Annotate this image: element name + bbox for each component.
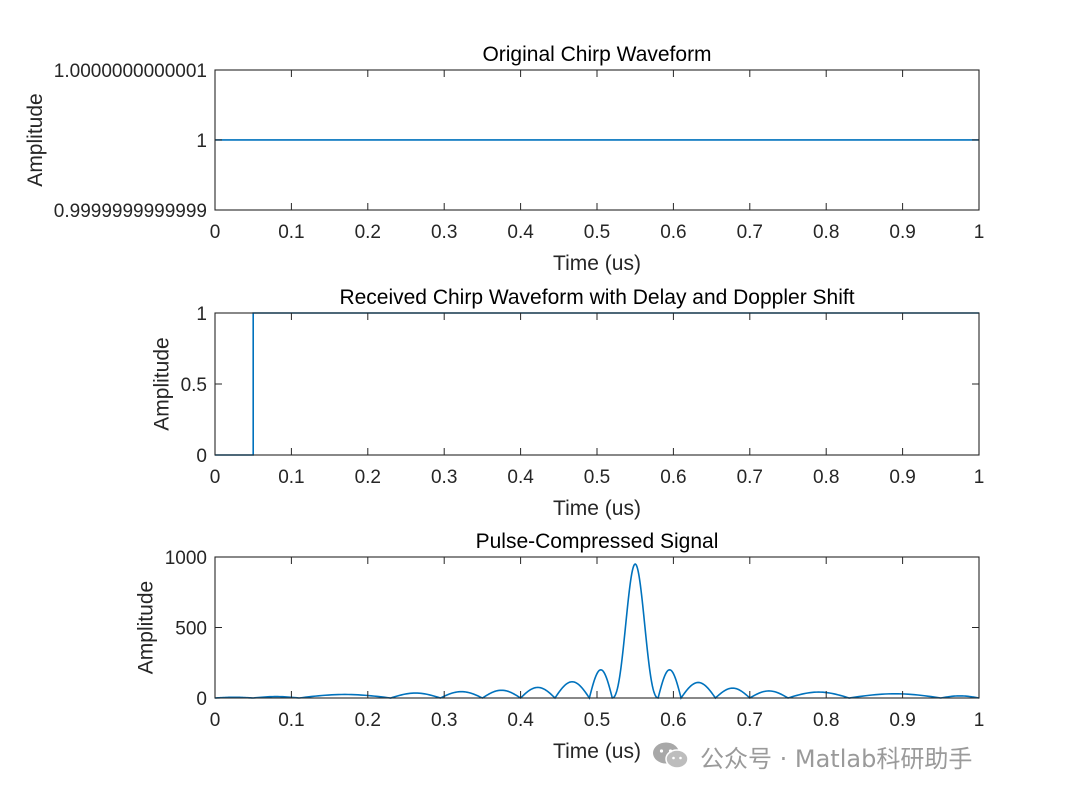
x-tick-label: 0 [210, 222, 221, 243]
x-tick-label: 0.2 [355, 467, 381, 488]
x-tick-label: 0.4 [507, 222, 534, 243]
chart-title: Received Chirp Waveform with Delay and D… [339, 286, 854, 309]
y-axis-label: Amplitude [151, 337, 174, 430]
x-tick-label: 0.8 [813, 467, 839, 488]
wechat-icon [653, 742, 689, 769]
subplot-2: 0 0.1 0.2 0.3 0.4 0.5 0.6 0.7 0.8 0.9 1 0 0.5 1 Receiv… [151, 286, 985, 520]
x-tick-label: 0.9 [889, 710, 915, 731]
x-tick-label: 0.7 [737, 467, 763, 488]
x-tick-label: 0.1 [278, 467, 304, 488]
x-tick-label: 1 [974, 467, 985, 488]
y-tick-label: 500 [175, 619, 207, 640]
y-tick-label: 1.0000000000001 [54, 61, 207, 82]
x-tick-label: 0.5 [584, 467, 610, 488]
x-tick-label: 0.2 [355, 222, 381, 243]
x-tick-label: 0.4 [507, 710, 534, 731]
x-axis-label: Time (us) [553, 740, 641, 763]
x-tick-label: 0.5 [584, 222, 610, 243]
x-tick-label: 1 [974, 222, 985, 243]
watermark-text: 公众号 · Matlab科研助手 [700, 744, 973, 773]
x-tick-label: 0.6 [660, 710, 686, 731]
axes-box [214, 312, 980, 456]
x-tick-label: 0.7 [737, 710, 763, 731]
x-axis-label: Time (us) [553, 497, 641, 520]
x-tick-label: 0.6 [660, 222, 686, 243]
y-tick-label: 0 [196, 689, 207, 710]
x-tick-label: 0 [210, 467, 221, 488]
x-tick-label: 0.5 [584, 710, 610, 731]
x-tick-label: 0.1 [278, 222, 304, 243]
x-tick-label: 0.3 [431, 710, 457, 731]
y-tick-label: 1 [196, 304, 207, 325]
x-tick-label: 0.3 [431, 467, 457, 488]
y-axis-label: Amplitude [135, 581, 158, 674]
watermark: 公众号 · Matlab科研助手 [652, 738, 972, 774]
x-tick-label: 1 [974, 710, 985, 731]
y-tick-label: 0 [196, 446, 207, 467]
x-axis-label: Time (us) [553, 252, 641, 275]
y-tick-label: 0.9999999999999 [54, 201, 207, 222]
x-tick-label: 0.3 [431, 222, 457, 243]
series-line-1 [214, 563, 980, 700]
subplot-3: 0 0.1 0.2 0.3 0.4 0.5 0.6 0.7 0.8 0.9 1 0 500 1000 Pul… [135, 530, 985, 763]
y-tick-label: 0.5 [181, 375, 207, 396]
chart-title: Original Chirp Waveform [482, 43, 711, 66]
series-line-1 [215, 312, 979, 456]
axes-box [214, 556, 980, 699]
y-tick-label: 1 [196, 131, 207, 152]
x-tick-label: 0.4 [507, 467, 534, 488]
y-axis-label: Amplitude [24, 93, 47, 186]
subplot-1: 0 0.1 0.2 0.3 0.4 0.5 0.6 0.7 0.8 0.9 1 0.999999999… [24, 43, 985, 275]
x-tick-label: 0.9 [889, 222, 915, 243]
x-tick-label: 0.9 [889, 467, 915, 488]
x-tick-label: 0.8 [813, 710, 839, 731]
chart-title: Pulse-Compressed Signal [476, 530, 719, 553]
y-tick-label: 1000 [165, 548, 207, 569]
x-tick-label: 0.6 [660, 467, 686, 488]
x-tick-label: 0.8 [813, 222, 839, 243]
x-tick-label: 0.2 [355, 710, 381, 731]
x-tick-label: 0.7 [737, 222, 763, 243]
x-tick-label: 0 [210, 710, 221, 731]
x-tick-label: 0.1 [278, 710, 304, 731]
